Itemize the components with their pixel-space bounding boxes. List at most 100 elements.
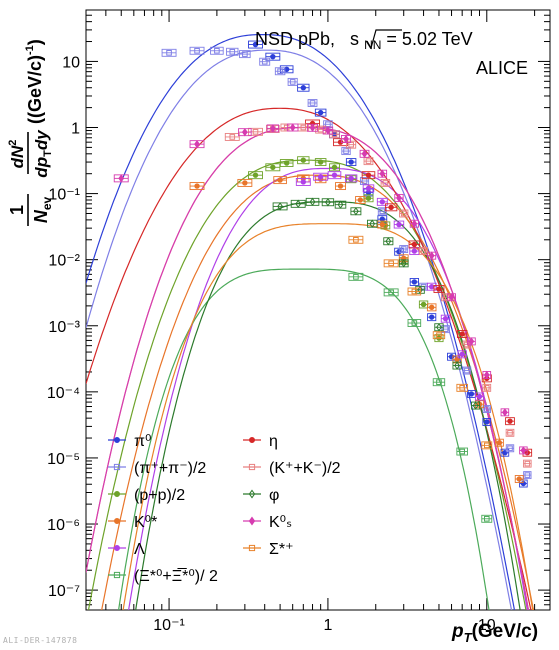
data-point xyxy=(314,158,327,167)
legend-marker xyxy=(248,436,255,443)
point-marker xyxy=(317,174,324,180)
marker-shape xyxy=(337,183,344,189)
point-marker xyxy=(459,385,465,391)
point-marker xyxy=(242,51,248,57)
marker-shape xyxy=(379,199,386,205)
data-point xyxy=(408,240,421,249)
point-marker xyxy=(524,460,531,467)
data-point xyxy=(514,475,524,483)
data-point xyxy=(348,272,364,281)
legend-label: (p+p)/2 xyxy=(134,487,185,504)
point-marker xyxy=(353,274,359,280)
point-marker xyxy=(270,164,276,170)
data-point xyxy=(481,514,493,523)
data-point xyxy=(500,408,510,417)
x-tick-label: 10 xyxy=(478,617,496,634)
marker-shape xyxy=(379,208,386,215)
point-marker xyxy=(464,367,470,374)
marker-shape xyxy=(248,463,256,471)
legend-label: π⁰ xyxy=(134,433,151,450)
data-point xyxy=(161,48,177,57)
data-point xyxy=(456,383,468,392)
point-marker xyxy=(357,197,364,203)
marker-shape xyxy=(388,289,394,296)
marker-shape xyxy=(496,440,503,446)
data-point xyxy=(376,197,388,206)
marker-shape xyxy=(468,337,475,346)
legend: π⁰ (π⁺+π⁻)/2 (p+p)/2 K⁰* Λ (Ξ*⁰+Ξ̅*⁰)/ 2 η (K⁺+… xyxy=(108,433,341,585)
data-point xyxy=(226,47,239,56)
data-point xyxy=(407,319,422,327)
axis-ticks xyxy=(85,9,550,611)
data-point xyxy=(380,178,391,187)
marker-shape xyxy=(365,195,372,201)
marker-shape xyxy=(353,236,359,243)
marker-shape xyxy=(411,320,418,326)
data-point xyxy=(272,202,288,211)
marker-shape xyxy=(442,315,449,322)
legend-label: η xyxy=(269,433,278,450)
marker-shape xyxy=(300,85,307,91)
data-point xyxy=(523,471,532,480)
data-point xyxy=(113,174,129,183)
marker-shape xyxy=(300,124,307,131)
fit-curve xyxy=(122,223,534,610)
marker-shape xyxy=(385,237,392,246)
data-point xyxy=(415,285,425,294)
legend-item: (p+p)/2 xyxy=(108,487,185,504)
experiment-label: ALICE xyxy=(476,58,528,78)
marker-shape xyxy=(365,172,372,178)
svg-text:1: 1 xyxy=(7,205,27,215)
marker-shape xyxy=(436,379,442,385)
marker-shape xyxy=(454,361,460,370)
svg-text:Nev: Nev xyxy=(31,197,54,224)
marker-shape xyxy=(420,301,427,308)
x-tick-labels: 10⁻¹ 1 10 xyxy=(153,617,496,634)
point-marker xyxy=(388,289,394,296)
data-point xyxy=(384,203,398,212)
data-point xyxy=(305,197,320,207)
marker-shape xyxy=(459,351,465,358)
data-point xyxy=(399,209,409,218)
marker-shape xyxy=(411,241,418,248)
system-annotation: NSD pPb, s NN = 5.02 TeV xyxy=(255,29,473,53)
marker-shape xyxy=(269,124,276,133)
point-marker xyxy=(331,172,338,178)
marker-shape xyxy=(252,41,259,48)
legend-label: Λ xyxy=(134,541,145,558)
data-point xyxy=(377,207,387,216)
point-marker xyxy=(309,123,316,132)
data-point xyxy=(482,370,492,380)
legend-item: Σ*⁺ xyxy=(243,541,294,558)
point-marker xyxy=(365,158,372,164)
marker-shape xyxy=(501,408,508,417)
svg-text:dN2: dN2 xyxy=(7,140,27,169)
marker-shape xyxy=(114,490,121,497)
data-point xyxy=(462,366,472,375)
marker-shape xyxy=(113,463,121,471)
y-tick-label: 10⁻⁴ xyxy=(47,385,80,402)
marker-shape xyxy=(229,134,236,140)
data-point xyxy=(383,259,399,268)
x-tick-label: 10⁻¹ xyxy=(153,617,185,634)
point-marker xyxy=(242,180,248,186)
data-point xyxy=(210,46,224,55)
data-point xyxy=(482,405,492,413)
marker-shape xyxy=(428,251,435,260)
marker-shape xyxy=(507,430,513,436)
legend-label: K⁰* xyxy=(134,514,157,531)
point-marker xyxy=(411,320,418,326)
data-point xyxy=(393,220,405,229)
marker-shape xyxy=(343,134,349,144)
point-marker xyxy=(411,248,418,254)
marker-shape xyxy=(166,50,172,56)
svg-text:((GeV/c)-1): ((GeV/c)-1) xyxy=(24,39,45,124)
marker-shape xyxy=(428,304,435,311)
data-point xyxy=(457,350,467,359)
x-tick-label: 1 xyxy=(323,617,332,634)
data-point xyxy=(340,134,352,144)
marker-shape xyxy=(411,288,418,295)
data-point xyxy=(327,171,342,180)
point-marker xyxy=(252,172,259,178)
data-point xyxy=(335,182,346,191)
